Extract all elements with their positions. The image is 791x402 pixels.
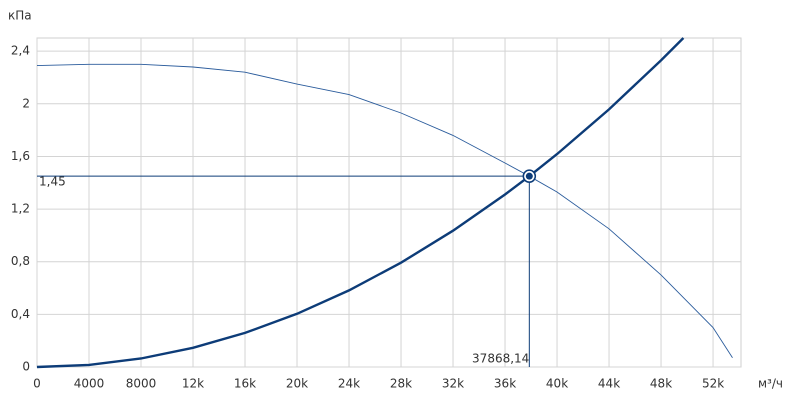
x-tick-label: 12k	[182, 377, 204, 391]
y-tick-label: 0	[22, 360, 30, 374]
x-tick-label: 32k	[442, 377, 464, 391]
x-axis-label: м³/ч	[758, 377, 783, 391]
operating-point-core	[525, 172, 533, 180]
x-tick-label: 4000	[74, 377, 105, 391]
x-tick-label: 8000	[126, 377, 157, 391]
y-tick-label: 1,2	[11, 202, 30, 216]
x-tick-label: 16k	[234, 377, 256, 391]
plot-area	[36, 37, 742, 368]
x-tick-label: 40k	[546, 377, 568, 391]
y-tick-label: 2	[22, 96, 30, 110]
x-tick-label: 24k	[338, 377, 360, 391]
operating-level-label: 1,45	[39, 175, 66, 189]
x-tick-label: 52k	[702, 377, 724, 391]
series-line	[36, 63, 733, 359]
y-tick-label: 0,4	[11, 307, 30, 321]
x-tick-label: 20k	[286, 377, 308, 391]
y-tick-label: 1,6	[11, 149, 30, 163]
x-tick-label: 44k	[598, 377, 620, 391]
y-tick-label: 2,4	[11, 44, 30, 58]
y-tick-label: 0,8	[11, 254, 30, 268]
x-tick-label: 36k	[494, 377, 516, 391]
operating-flow-label: 37868,14	[472, 352, 529, 366]
x-tick-label: 28k	[390, 377, 412, 391]
y-axis-label: кПа	[8, 9, 32, 23]
x-tick-label: 0	[33, 377, 41, 391]
x-tick-label: 48k	[650, 377, 672, 391]
series-line	[36, 37, 685, 369]
